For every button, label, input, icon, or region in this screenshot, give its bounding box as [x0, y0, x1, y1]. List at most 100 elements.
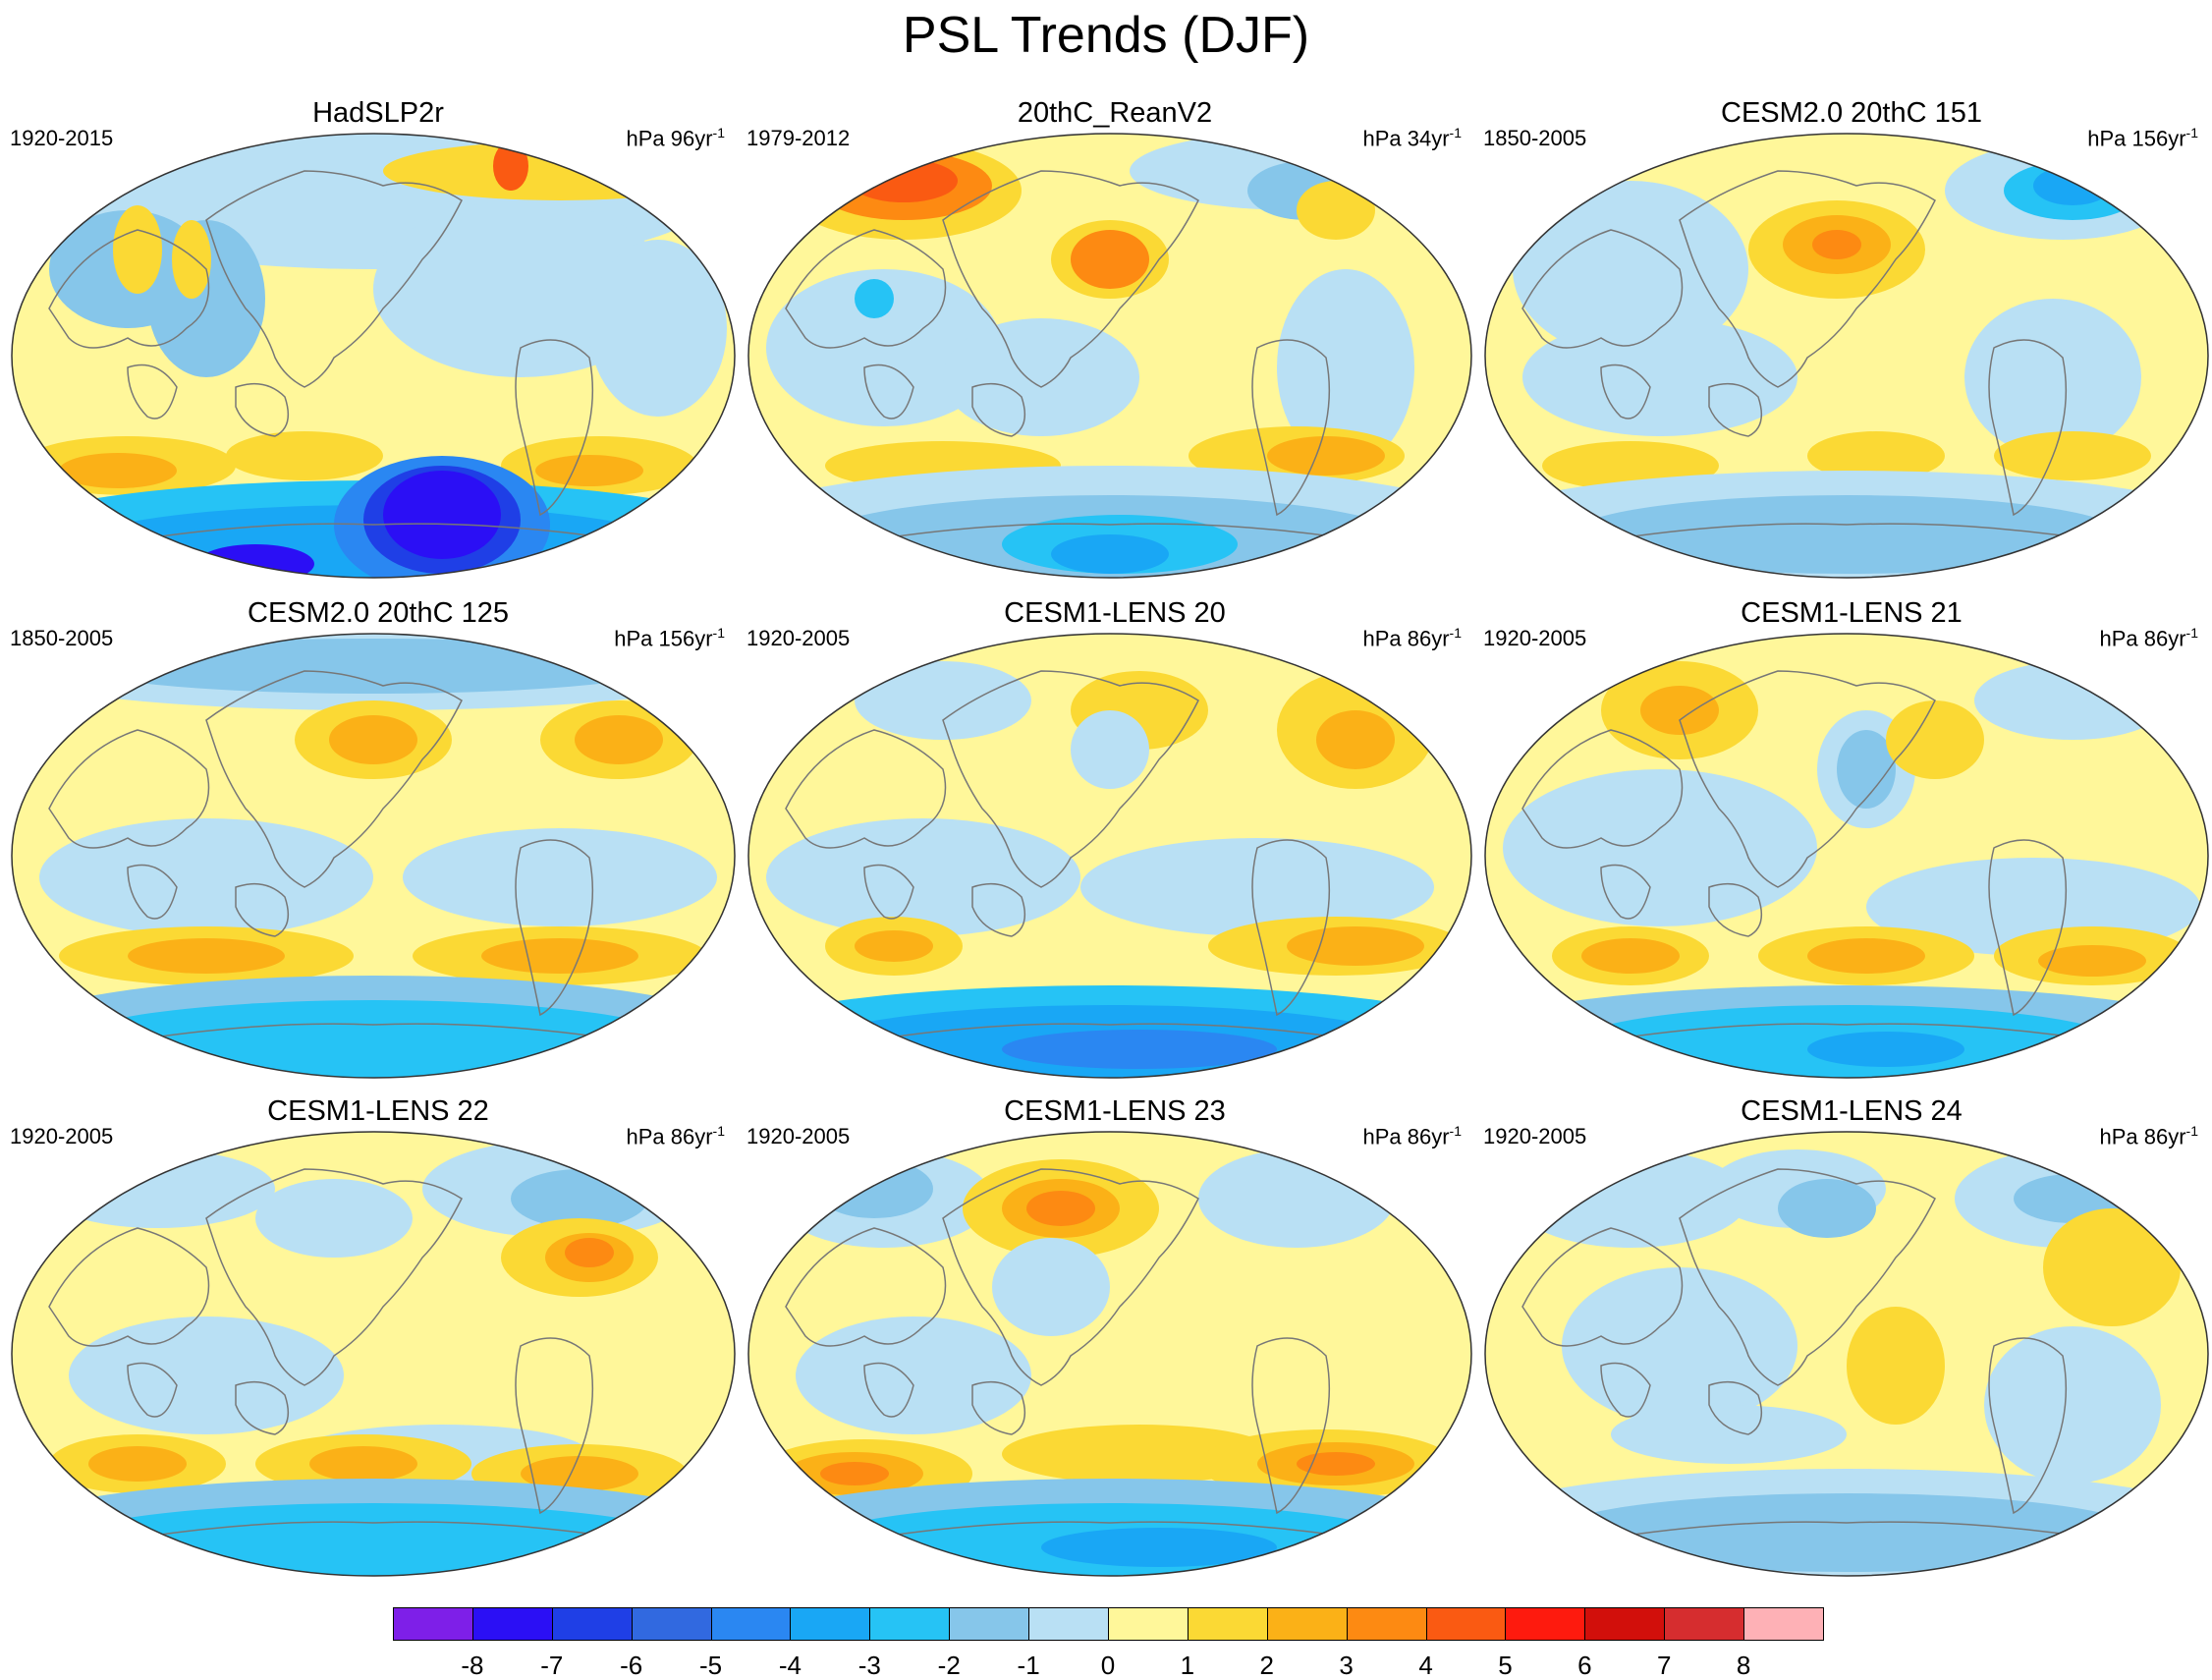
- field-contours: [748, 1132, 1471, 1576]
- map-panel-cesm2-151: CESM2.0 20thC 151 1850-2005 hPa 156yr-1: [1483, 96, 2212, 588]
- colorbar-tick-label: -6: [620, 1651, 643, 1680]
- field-anomaly-region: [855, 279, 894, 318]
- panel-title: CESM1-LENS 20: [1004, 597, 1226, 629]
- panel-title: CESM2.0 20thC 151: [1721, 97, 1982, 129]
- field-contours: [12, 134, 735, 578]
- colorbar-tick-label: 4: [1418, 1651, 1433, 1680]
- psl-trend-map: [11, 633, 736, 1079]
- colorbar-tick-label: -8: [461, 1651, 484, 1680]
- panel-units: hPa 86yr-1: [1362, 1123, 1462, 1149]
- colorbar-swatch: [1584, 1607, 1666, 1641]
- colorbar-tick-label: 3: [1339, 1651, 1354, 1680]
- psl-trend-map: [747, 1131, 1472, 1577]
- field-anomaly-region: [79, 639, 668, 694]
- field-anomaly-region: [493, 141, 528, 191]
- field-anomaly-region: [565, 1238, 614, 1267]
- colorbar-tick-label: 5: [1498, 1651, 1513, 1680]
- panel-title: CESM1-LENS 23: [1004, 1095, 1226, 1127]
- psl-trend-map: [747, 133, 1472, 579]
- coastline: [942, 1168, 1199, 1386]
- map-panel-cesm1-lens-22: CESM1-LENS 22 1920-2005 hPa 86yr-1: [10, 1094, 747, 1586]
- panel-title: HadSLP2r: [312, 97, 444, 129]
- coastline: [844, 1521, 1386, 1543]
- coastline: [48, 1227, 210, 1347]
- coastline: [785, 229, 947, 349]
- colorbar-tick-label: -3: [857, 1651, 881, 1680]
- coastline: [1600, 364, 1651, 420]
- colorbar-tick-label: 6: [1577, 1651, 1592, 1680]
- field-anomaly-region: [59, 1000, 688, 1078]
- field-anomaly-region: [1807, 431, 1945, 480]
- coastline: [1988, 839, 2068, 1017]
- coastline: [1521, 1227, 1684, 1347]
- field-anomaly-region: [521, 1456, 638, 1491]
- field-anomaly-region: [1051, 534, 1169, 574]
- panel-title: CESM2.0 20thC 125: [248, 597, 509, 629]
- panel-period: 1920-2005: [747, 1124, 851, 1148]
- field-anomaly-region: [943, 318, 1139, 436]
- coastline: [863, 1362, 914, 1418]
- field-anomaly-region: [535, 455, 643, 486]
- coastline: [971, 882, 1026, 937]
- field-anomaly-region: [1026, 1191, 1095, 1226]
- field-anomaly-region: [1071, 230, 1149, 289]
- panel-units: hPa 86yr-1: [626, 1123, 725, 1149]
- coastline: [863, 864, 914, 920]
- panel-period: 1920-2005: [1483, 626, 1587, 650]
- colorbar-tick-label: -5: [698, 1651, 723, 1680]
- coastline: [1600, 864, 1651, 920]
- field-anomaly-region: [1297, 181, 1375, 240]
- field-anomaly-region: [1640, 686, 1719, 735]
- map-outline: [11, 633, 736, 1079]
- coastline: [515, 1337, 594, 1515]
- psl-trend-map: [1484, 133, 2209, 579]
- field-anomaly-region: [309, 1446, 417, 1482]
- coastline: [971, 382, 1026, 437]
- field-anomaly-region: [1552, 1493, 2141, 1572]
- panel-title: CESM1-LENS 21: [1741, 597, 1963, 629]
- colorbar-tick-label: 8: [1736, 1651, 1751, 1680]
- colorbar-swatch: [393, 1607, 473, 1641]
- field-anomaly-region: [1572, 495, 2122, 574]
- coastline: [785, 729, 947, 849]
- coastline: [235, 382, 290, 437]
- colorbar-swatch: [949, 1607, 1030, 1641]
- coastline: [1251, 839, 1331, 1017]
- coastline: [785, 1227, 947, 1347]
- field-contours: [12, 1132, 735, 1576]
- field-anomaly-region: [815, 1159, 933, 1218]
- colorbar-swatch: [471, 1607, 553, 1641]
- field-anomaly-region: [1522, 318, 1797, 436]
- map-panel-hadslp2r: HadSLP2r 1920-2015 hPa 96yr-1: [10, 96, 747, 588]
- field-anomaly-region: [1002, 1030, 1277, 1069]
- panel-units: hPa 34yr-1: [1362, 125, 1462, 151]
- figure-title: PSL Trends (DJF): [902, 7, 1310, 64]
- coastline: [127, 1362, 178, 1418]
- coastline: [1600, 1362, 1651, 1418]
- colorbar-swatch: [631, 1607, 712, 1641]
- panel-units: hPa 156yr-1: [614, 625, 725, 651]
- field-anomaly-region: [2043, 1208, 2181, 1326]
- coastline: [971, 1380, 1026, 1435]
- psl-trend-map: [11, 1131, 736, 1577]
- coastline: [1708, 1380, 1763, 1435]
- field-anomaly-region: [1080, 838, 1434, 936]
- field-anomaly-region: [1984, 1326, 2161, 1484]
- field-anomaly-region: [820, 1462, 889, 1485]
- field-anomaly-region: [855, 930, 933, 962]
- field-anomaly-region: [1316, 710, 1395, 769]
- panel-period: 1920-2005: [1483, 1124, 1587, 1148]
- coastline: [515, 839, 594, 1017]
- colorbar-swatch: [1425, 1607, 1507, 1641]
- coastline: [1679, 1168, 1936, 1386]
- coastline: [107, 523, 649, 545]
- field-anomaly-region: [88, 1446, 187, 1482]
- field-anomaly-region: [59, 453, 177, 488]
- field-anomaly-region: [766, 269, 1002, 426]
- field-anomaly-region: [1287, 926, 1424, 966]
- coastline: [1521, 229, 1684, 349]
- field-anomaly-region: [1503, 769, 1817, 926]
- colorbar-swatch: [1108, 1607, 1189, 1641]
- colorbar-tick-label: -4: [778, 1651, 802, 1680]
- colorbar-tick-label: -7: [540, 1651, 564, 1680]
